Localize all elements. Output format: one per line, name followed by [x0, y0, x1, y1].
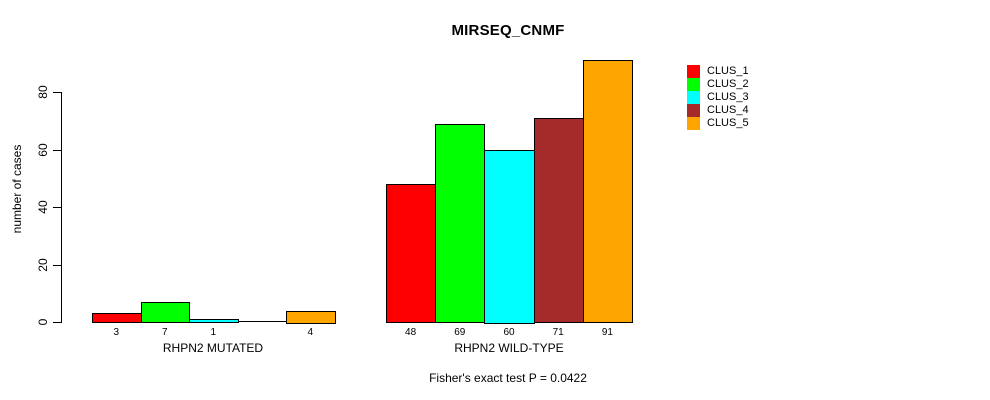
y-tick [53, 322, 61, 323]
legend-row: CLUS_3 [687, 91, 749, 104]
x-group-label-wildtype: RHPN2 WILD-TYPE [454, 341, 564, 355]
legend-swatch-clus_5 [687, 117, 700, 130]
bar-clus_3 [484, 150, 535, 324]
bar-clus_5 [582, 60, 633, 323]
bar-value-label: 60 [503, 327, 515, 338]
chart-title: MIRSEQ_CNMF [451, 22, 565, 39]
bar-clus_4 [533, 118, 584, 323]
y-tick-label: 60 [36, 143, 50, 157]
footnote-fisher-test: Fisher's exact test P = 0.0422 [429, 371, 587, 385]
y-tick-label: 40 [36, 200, 50, 214]
legend-label: CLUS_5 [707, 117, 749, 129]
bar-clus_2 [435, 124, 486, 323]
legend-label: CLUS_1 [707, 65, 749, 77]
legend-row: CLUS_2 [687, 78, 749, 91]
bar-value-label: 48 [405, 327, 417, 338]
bar-value-label: 91 [601, 327, 613, 338]
bar-value-label: 3 [113, 327, 120, 338]
bar-clus_1 [386, 184, 437, 323]
x-group-label-mutated: RHPN2 MUTATED [162, 341, 264, 355]
bar-value-label: 7 [162, 327, 168, 338]
y-axis-line [61, 92, 62, 323]
y-tick [53, 92, 61, 93]
bar-clus_2 [140, 302, 190, 323]
bar-clus_1 [92, 313, 142, 323]
legend-swatch-clus_4 [687, 104, 700, 117]
y-axis-title: number of cases [10, 144, 24, 234]
bar-clus_3 [189, 319, 239, 323]
legend-label: CLUS_2 [707, 78, 749, 90]
y-tick [53, 150, 61, 151]
legend-label: CLUS_4 [707, 104, 749, 116]
bar-value-label: 69 [454, 327, 466, 338]
legend-swatch-clus_3 [687, 91, 700, 104]
y-tick-label: 0 [36, 318, 50, 326]
legend-row: CLUS_1 [687, 65, 749, 78]
legend-label: CLUS_3 [707, 91, 749, 103]
bar-clus_4 [237, 321, 287, 322]
bar-value-label: 4 [307, 327, 314, 338]
legend-row: CLUS_5 [687, 117, 749, 130]
y-tick-label: 20 [36, 258, 50, 272]
y-tick [53, 265, 61, 266]
y-tick-label: 80 [36, 85, 50, 99]
y-tick [53, 207, 61, 208]
legend-row: CLUS_4 [687, 104, 749, 117]
legend-swatch-clus_2 [687, 78, 700, 91]
legend: CLUS_1 CLUS_2 CLUS_3 CLUS_4 CLUS_5 [687, 65, 749, 130]
bar-clus_5 [286, 311, 336, 324]
bar-value-label: 71 [552, 327, 564, 338]
legend-swatch-clus_1 [687, 65, 700, 78]
bar-value-label: 1 [210, 327, 217, 338]
